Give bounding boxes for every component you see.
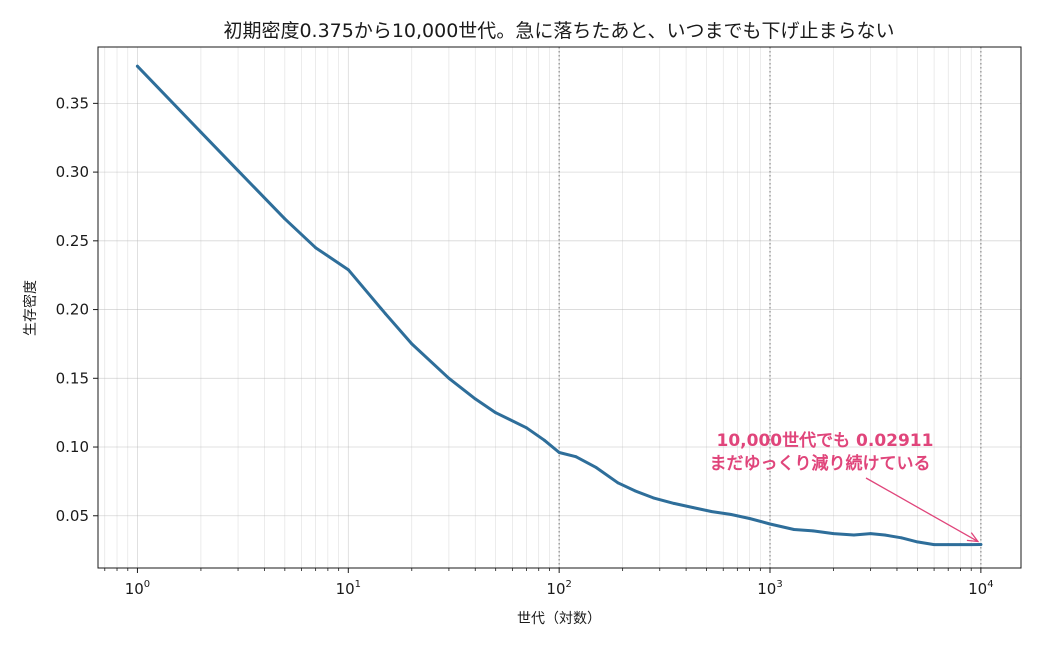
data-point — [883, 533, 887, 537]
y-tick-label: 0.30 — [56, 163, 89, 181]
data-point — [384, 312, 387, 316]
data-point — [199, 130, 203, 134]
x-tick-label: 103 — [757, 579, 782, 598]
data-point — [574, 455, 578, 459]
data-point — [525, 426, 528, 430]
y-tick-label: 0.25 — [56, 232, 89, 250]
data-point — [811, 529, 815, 533]
data-point — [672, 502, 676, 505]
data-point — [729, 513, 732, 516]
series-group — [135, 64, 983, 547]
data-point — [542, 438, 546, 442]
data-point — [557, 451, 561, 454]
data-point — [283, 217, 287, 221]
data-point — [852, 533, 856, 537]
annotation-line-2: まだゆっくり減り続けている — [710, 453, 931, 474]
data-point — [346, 268, 350, 272]
y-axis-label: 生存密度 — [22, 280, 39, 336]
data-point — [946, 543, 950, 546]
data-point — [768, 522, 772, 526]
data-point — [594, 466, 598, 469]
data-point — [710, 510, 714, 513]
data-point — [916, 540, 919, 544]
data-point — [314, 246, 317, 250]
x-axis: 100 101 102 103 104 — [104, 568, 994, 598]
data-point — [447, 376, 451, 380]
data-point — [136, 64, 139, 68]
x-tick-label: 100 — [125, 579, 150, 598]
series-line — [135, 64, 983, 547]
y-tick-label: 0.15 — [56, 369, 89, 387]
data-point — [932, 543, 936, 546]
data-point — [236, 169, 240, 173]
data-point — [869, 532, 872, 535]
grid — [98, 47, 1021, 568]
data-point — [979, 543, 983, 546]
data-point — [959, 543, 962, 546]
reference-lines — [558, 47, 982, 568]
annotation: 10,000世代でも 0.02911 まだゆっくり減り続けている — [710, 430, 980, 543]
x-tick-label: 102 — [546, 579, 571, 598]
data-point — [494, 411, 498, 415]
data-point — [410, 342, 414, 346]
data-point — [473, 397, 477, 401]
x-tick-label: 101 — [336, 579, 361, 598]
data-point — [900, 536, 903, 540]
data-point — [792, 528, 796, 531]
x-axis-label: 世代（対数） — [517, 611, 601, 627]
annotation-arrow — [865, 477, 979, 543]
annotation-arrowhead — [966, 532, 980, 543]
data-point — [748, 517, 751, 520]
data-point — [832, 532, 835, 535]
y-tick-label: 0.35 — [56, 94, 89, 112]
data-point — [616, 481, 620, 485]
y-tick-label: 0.10 — [56, 438, 89, 456]
y-axis: 0.05 0.10 0.15 0.20 0.25 0.30 0.35 — [56, 94, 98, 525]
data-point — [969, 543, 973, 546]
data-point — [691, 506, 695, 509]
data-point — [652, 496, 655, 500]
data-point — [634, 489, 637, 493]
annotation-line-1: 10,000世代でも 0.02911 — [717, 430, 934, 451]
y-tick-label: 0.05 — [56, 507, 89, 525]
y-tick-label: 0.20 — [56, 301, 89, 319]
chart-title: 初期密度0.375から10,000世代。急に落ちたあと、いつまでも下げ止まらない — [223, 20, 894, 42]
x-tick-label: 104 — [968, 579, 993, 598]
